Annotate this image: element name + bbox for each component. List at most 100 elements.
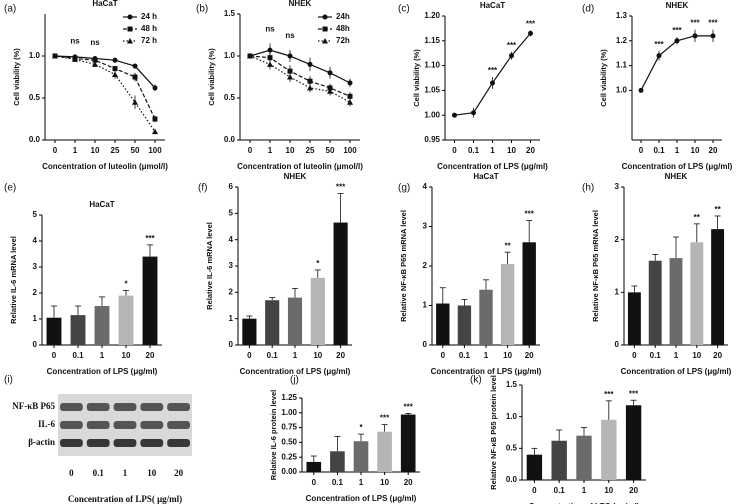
lane-label: 0 (69, 468, 74, 478)
bar (70, 315, 86, 345)
marker (674, 38, 680, 44)
legend-label: 48h (336, 24, 350, 33)
x-tick-label: 0 (632, 351, 637, 360)
marker (152, 85, 158, 91)
panel-label: (i) (4, 375, 13, 386)
y-tick-label: 0.0 (224, 135, 236, 144)
marker (112, 71, 118, 77)
x-tick-label: 1 (490, 146, 495, 155)
panel-label: (f) (198, 183, 207, 194)
x-tick-label: 0.1 (468, 146, 480, 155)
x-axis-label: Concentration of LPS (μg/ml) (621, 367, 732, 376)
x-axis-label: Concentration of LPS( μg/ml) (68, 494, 182, 504)
significance-label: *** (629, 389, 639, 398)
significance-label: * (124, 280, 128, 289)
x-tick-label: 10 (286, 146, 295, 155)
y-tick-label: 2 (615, 235, 620, 244)
y-tick-label: 0.50 (281, 438, 297, 447)
significance-label: *** (690, 19, 700, 28)
y-tick-label: 0.5 (506, 443, 518, 452)
marker (267, 61, 273, 67)
x-tick-label: 10 (313, 351, 322, 360)
x-tick-label: 25 (111, 146, 120, 155)
panel-title: NHEK (666, 1, 689, 10)
bar (46, 317, 62, 345)
x-tick-label: 10 (604, 486, 613, 495)
x-tick-label: 100 (343, 146, 357, 155)
marker (307, 84, 313, 91)
significance-label: *** (145, 234, 155, 243)
marker (267, 55, 273, 61)
y-tick-label: 1.15 (424, 36, 440, 45)
y-axis-label: Relative IL-6 mRNA level (9, 236, 18, 324)
y-tick-label: 1.0 (616, 86, 628, 95)
x-tick-label: 10 (692, 351, 701, 360)
line (54, 55, 156, 89)
panel-label: (d) (582, 4, 594, 15)
significance-label: *** (336, 183, 346, 192)
x-tick-label: 20 (713, 351, 722, 360)
y-tick-label: 0 (423, 340, 428, 349)
x-axis-label: Concentration of luteolin (μmol/l) (42, 162, 168, 171)
significance-label: * (359, 423, 363, 432)
y-tick-label: 1.25 (281, 393, 297, 402)
panel-label: (c) (398, 4, 410, 15)
bar (500, 264, 515, 345)
y-tick-label: 0.75 (281, 423, 297, 432)
x-tick-label: 20 (336, 351, 345, 360)
marker (347, 80, 353, 86)
marker (710, 33, 716, 39)
marker (127, 26, 133, 32)
marker (347, 99, 353, 105)
bar (479, 289, 493, 345)
bar (265, 300, 280, 345)
y-tick-label: 1.5 (506, 380, 518, 389)
y-tick-label: 1 (423, 301, 428, 310)
y-tick-label: 1.3 (616, 11, 628, 20)
x-axis-label: Concentration of LPS (μg/ml) (240, 367, 351, 376)
significance-label: ns (90, 38, 100, 47)
x-tick-label: 0 (441, 351, 446, 360)
blot-band (86, 439, 110, 447)
y-axis-label: Relative NF-κB P65 protein level (489, 375, 498, 490)
y-tick-label: 3 (423, 222, 428, 231)
y-tick-label: 1.00 (281, 408, 297, 417)
y-tick-label: 6 (229, 182, 234, 191)
bar (310, 277, 325, 345)
marker (452, 112, 457, 118)
x-tick-label: 10 (691, 146, 700, 155)
y-axis-label: Cell viability (%) (12, 48, 21, 106)
legend-label: 24 h (141, 12, 157, 21)
y-tick-label: 4 (229, 235, 234, 244)
y-tick-label: 0.0 (506, 475, 518, 484)
bar (118, 295, 134, 345)
lane-label: 0.1 (93, 468, 105, 478)
x-tick-label: 0.1 (332, 478, 344, 487)
marker (112, 66, 118, 72)
lane-label: 10 (147, 468, 157, 478)
x-tick-label: 1 (293, 351, 298, 360)
blot-band (167, 403, 190, 411)
x-tick-label: 0 (248, 146, 253, 155)
blot-band (113, 421, 137, 429)
marker (132, 74, 138, 80)
marker (152, 128, 158, 135)
bar (625, 405, 642, 480)
panel-title: NHEK (284, 172, 307, 181)
x-tick-label: 1 (484, 351, 489, 360)
x-tick-label: 10 (122, 351, 131, 360)
y-axis-label: Cell viability (%) (412, 49, 421, 107)
x-tick-label: 1 (73, 146, 78, 155)
panel-title: NHEK (289, 0, 312, 8)
bar (400, 414, 416, 472)
y-tick-label: 3 (33, 262, 38, 271)
x-axis-label: Concentration of LPS (μg/ml) (306, 494, 417, 503)
x-axis-label: Concentration of LPS (μg/ml) (529, 502, 640, 504)
bar (648, 260, 662, 345)
bar (522, 242, 536, 345)
marker (127, 38, 133, 44)
x-tick-label: 20 (525, 351, 534, 360)
x-axis-label: Concentration of LPS (μg/ml) (47, 367, 158, 376)
x-axis-label: Concentration of LPS (μg/ml) (622, 162, 733, 171)
marker (322, 26, 328, 32)
